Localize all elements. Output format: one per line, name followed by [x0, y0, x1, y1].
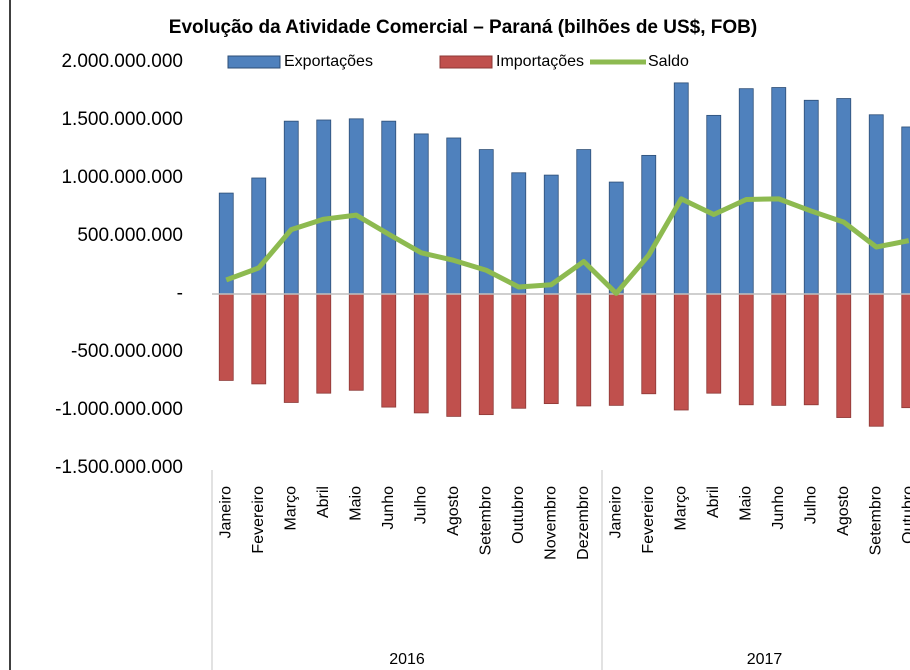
bar	[283, 293, 299, 403]
x-tick-label: Fevereiro	[640, 486, 657, 554]
y-tick-label: 1.000.000.000	[61, 167, 183, 188]
x-tick-label: Maio	[737, 486, 754, 521]
group-label: 2017	[747, 651, 783, 668]
bar	[576, 149, 592, 295]
bar	[348, 118, 364, 295]
bar	[283, 120, 299, 295]
bar	[901, 126, 910, 295]
x-tick-label: Junho	[380, 486, 397, 530]
bar	[543, 174, 559, 295]
y-tick-label: -	[177, 283, 183, 304]
x-tick-label: Outubro	[510, 486, 527, 544]
bar	[413, 293, 429, 414]
bar	[706, 293, 722, 394]
bar	[803, 293, 819, 406]
x-tick-label: Setembro	[867, 486, 884, 555]
bar	[673, 293, 689, 411]
bar	[316, 119, 332, 295]
bar	[641, 154, 657, 295]
bar	[901, 293, 910, 409]
x-tick-label: Setembro	[477, 486, 494, 555]
x-tick-label: Dezembro	[575, 486, 592, 560]
bar	[576, 293, 592, 407]
bar	[251, 293, 267, 385]
bar	[511, 172, 527, 295]
legend-swatch	[439, 55, 493, 69]
chart-title: Evolução da Atividade Comercial – Paraná…	[169, 17, 757, 38]
x-tick-label: Novembro	[542, 486, 559, 560]
bar	[608, 181, 624, 295]
x-tick-label: Março	[282, 486, 299, 531]
group-label: 2016	[389, 651, 425, 668]
y-tick-label: 500.000.000	[77, 225, 183, 246]
legend-swatch	[227, 55, 281, 69]
y-tick-label: -1.000.000.000	[55, 399, 183, 420]
bar	[803, 99, 819, 295]
bar	[771, 87, 787, 295]
bar	[738, 293, 754, 406]
y-tick-label: -500.000.000	[71, 341, 183, 362]
x-tick-label: Outubro	[900, 486, 910, 544]
bar	[413, 133, 429, 295]
bar	[836, 98, 852, 295]
bar	[543, 293, 559, 405]
bar	[381, 293, 397, 408]
x-tick-label: Julho	[802, 486, 819, 524]
bar	[868, 293, 884, 427]
bar	[218, 293, 234, 381]
x-tick-label: Abril	[705, 486, 722, 518]
bar	[738, 88, 754, 295]
bar	[706, 114, 722, 295]
x-tick-label: Julho	[412, 486, 429, 524]
line-series	[225, 196, 910, 296]
bar	[446, 137, 462, 295]
x-tick-label: Fevereiro	[250, 486, 267, 554]
x-tick-label: Agosto	[445, 486, 462, 536]
bar	[641, 293, 657, 395]
x-tick-label: Abril	[315, 486, 332, 518]
x-tick-label: Maio	[347, 486, 364, 521]
legend-label: Saldo	[648, 53, 689, 70]
y-tick-label: 2.000.000.000	[61, 51, 183, 72]
bar	[608, 293, 624, 406]
bar	[511, 293, 527, 409]
x-tick-label: Janeiro	[217, 486, 234, 539]
y-tick-label: 1.500.000.000	[61, 109, 183, 130]
bar	[348, 293, 364, 391]
legend-label: Importações	[496, 53, 584, 70]
bar	[251, 177, 267, 295]
legend-label: Exportações	[284, 53, 373, 70]
y-tick-label: -1.500.000.000	[55, 457, 183, 478]
bar	[836, 293, 852, 418]
x-tick-label: Agosto	[835, 486, 852, 536]
bar	[381, 120, 397, 295]
bar	[868, 114, 884, 295]
bar	[478, 293, 494, 416]
bar	[316, 293, 332, 394]
bar	[673, 82, 689, 295]
bar	[771, 293, 787, 406]
x-tick-label: Março	[672, 486, 689, 531]
x-tick-label: Junho	[770, 486, 787, 530]
bar	[446, 293, 462, 417]
x-tick-label: Janeiro	[607, 486, 624, 539]
